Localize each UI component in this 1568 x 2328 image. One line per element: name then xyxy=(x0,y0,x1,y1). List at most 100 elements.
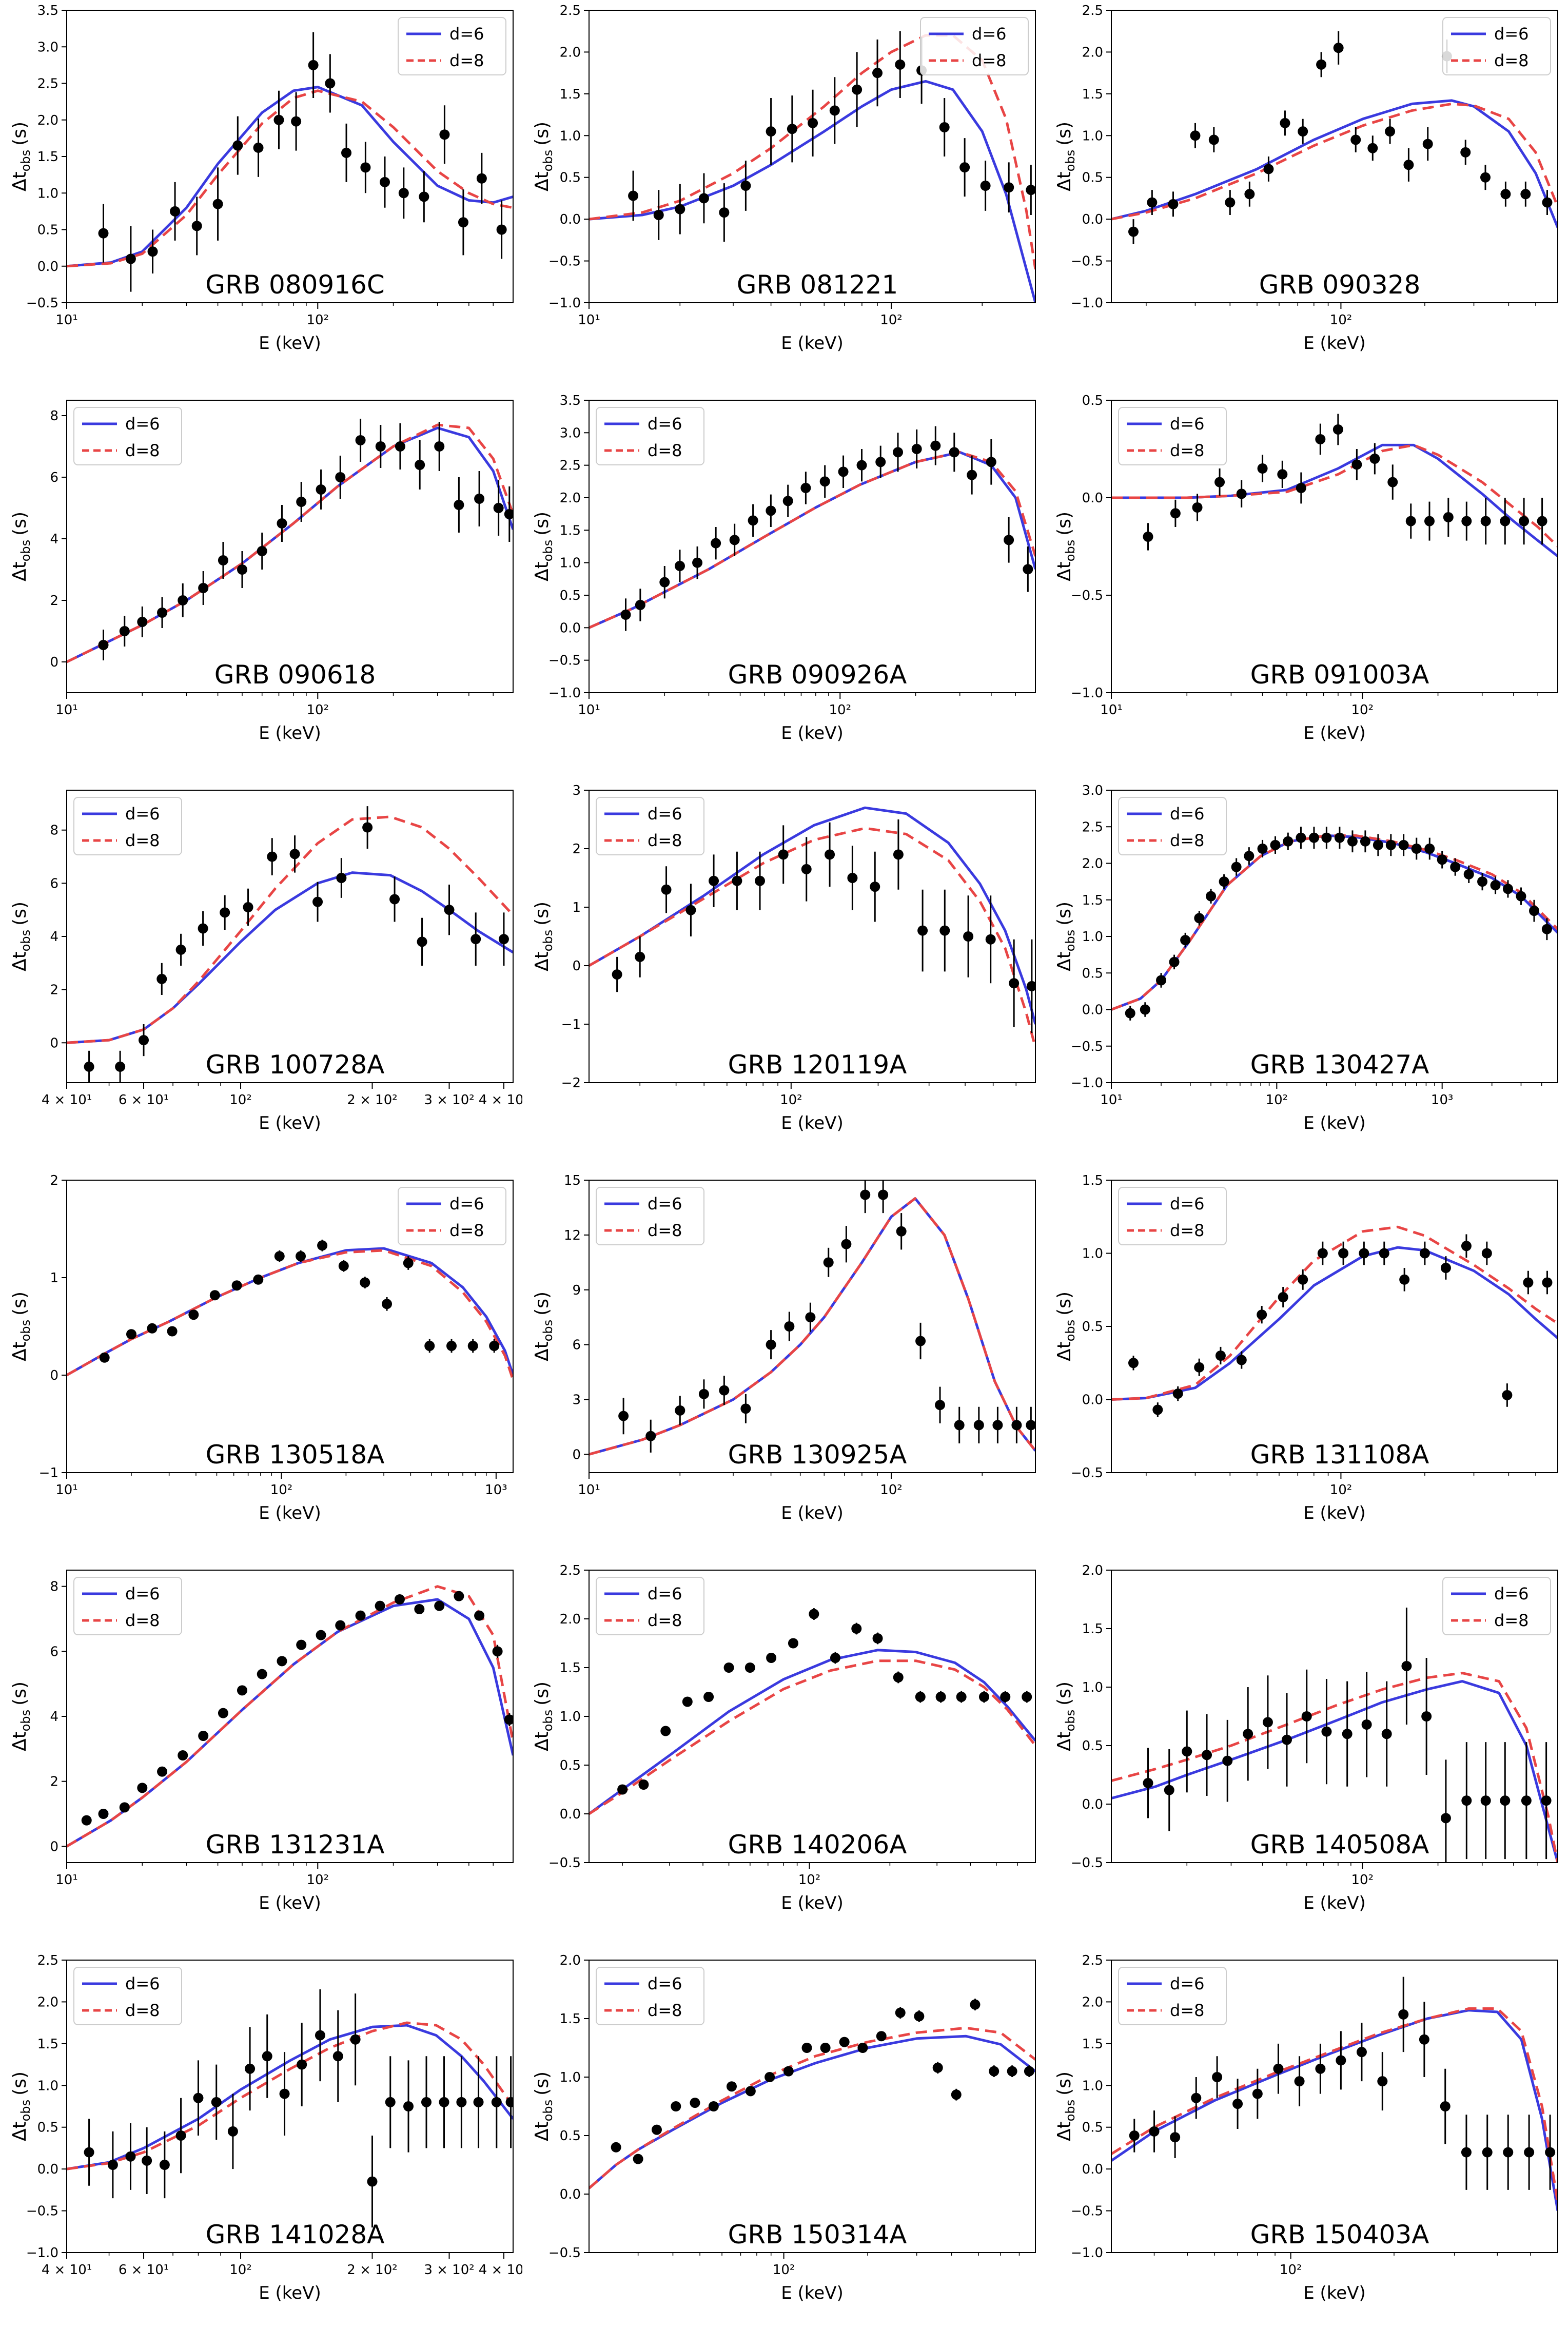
x-tick-label: 10¹ xyxy=(55,1872,78,1888)
y-axis-label: Δtobs(s) xyxy=(9,512,33,581)
legend-box xyxy=(596,407,704,465)
data-point xyxy=(454,500,464,510)
y-axis-label: Δtobs(s) xyxy=(532,2071,555,2141)
y-tick-label: 0.0 xyxy=(1082,1003,1103,1018)
data-point xyxy=(1277,469,1288,480)
data-point xyxy=(1009,978,1020,989)
data-point xyxy=(1262,1717,1273,1728)
data-point xyxy=(708,2101,719,2111)
legend-label: d=8 xyxy=(972,51,1006,70)
data-point xyxy=(360,1277,370,1288)
data-point xyxy=(473,2097,484,2107)
data-point xyxy=(1023,564,1033,575)
data-point xyxy=(1500,189,1511,200)
data-point xyxy=(308,60,319,70)
x-axis-label: E (keV) xyxy=(781,333,843,354)
model-curve-d6 xyxy=(67,1598,513,1848)
y-tick-label: −0.5 xyxy=(548,1855,581,1871)
data-point xyxy=(1225,197,1236,208)
model-curve-d6 xyxy=(589,80,1035,303)
data-point xyxy=(1379,1248,1389,1259)
data-point xyxy=(1367,143,1378,153)
data-point xyxy=(137,617,148,627)
data-point xyxy=(1257,844,1268,854)
data-point xyxy=(915,1692,926,1702)
y-tick-label: 2.0 xyxy=(1082,1563,1103,1578)
plot-frame xyxy=(589,400,1036,693)
data-point xyxy=(209,1290,220,1301)
data-point xyxy=(1182,1746,1192,1757)
x-tick-label: 10² xyxy=(307,312,329,328)
x-tick-label: 10² xyxy=(307,1872,329,1888)
data-point xyxy=(188,1309,199,1320)
data-point xyxy=(1172,1388,1183,1399)
chart-title: GRB 130518A xyxy=(206,1440,385,1470)
data-point xyxy=(1270,839,1281,850)
y-tick-label: 1.5 xyxy=(37,149,58,165)
data-point xyxy=(198,1731,209,1741)
plot-frame xyxy=(1111,1180,1558,1473)
chart-title: GRB 140206A xyxy=(728,1830,907,1860)
data-point xyxy=(1422,139,1433,149)
y-tick-label: 1 xyxy=(572,900,581,915)
x-axis-label: E (keV) xyxy=(259,1113,321,1133)
data-point xyxy=(830,1653,840,1663)
data-point xyxy=(1316,59,1327,70)
model-curve-d8 xyxy=(67,423,513,663)
y-tick-label: 0.5 xyxy=(560,588,581,603)
data-point xyxy=(415,460,425,470)
data-point xyxy=(496,224,507,235)
data-point xyxy=(212,199,223,209)
data-point xyxy=(1236,1355,1247,1365)
data-point xyxy=(1169,956,1180,967)
legend: d=6d=8 xyxy=(596,407,704,465)
legend-label: d=6 xyxy=(648,1974,682,1993)
legend-label: d=8 xyxy=(648,2001,682,2020)
data-point xyxy=(930,440,941,451)
legend-label: d=8 xyxy=(1494,51,1528,70)
data-point xyxy=(1502,1390,1513,1400)
chart-title: GRB 080916C xyxy=(205,270,384,300)
chart-title: GRB 120119A xyxy=(728,1050,907,1080)
legend-label: d=6 xyxy=(1170,414,1204,434)
data-point xyxy=(227,2126,238,2137)
data-point xyxy=(633,2154,643,2164)
data-point xyxy=(745,2086,756,2097)
data-point xyxy=(99,1352,110,1363)
y-tick-label: 2.0 xyxy=(37,1994,58,2010)
y-tick-label: 1.0 xyxy=(1082,1680,1103,1695)
data-point xyxy=(1244,851,1255,862)
y-axis-label: Δtobs(s) xyxy=(532,122,555,191)
legend-label: d=8 xyxy=(1170,1221,1204,1240)
y-tick-label: 0 xyxy=(50,1839,58,1854)
legend-label: d=8 xyxy=(449,51,484,70)
legend: d=6d=8 xyxy=(1118,1967,1227,2025)
x-tick-label: 10² xyxy=(798,1872,821,1888)
data-point xyxy=(1502,884,1513,894)
chart-panel: −0.5 0.0 0.5 1.0 1.5 10² E (keV) Δtobs(s) GRB 13… xyxy=(1054,1173,1558,1523)
legend: d=6d=8 xyxy=(398,17,506,75)
data-point xyxy=(1481,1248,1492,1259)
data-point xyxy=(783,2066,794,2077)
data-point xyxy=(1315,434,1326,444)
model-curve-d6 xyxy=(589,1649,1035,1815)
data-point xyxy=(338,1261,349,1271)
y-tick-label: 1.5 xyxy=(37,2037,58,2052)
data-point xyxy=(1361,1719,1372,1730)
y-axis-label: Δtobs(s) xyxy=(9,1681,33,1751)
data-point xyxy=(690,2098,700,2108)
data-point xyxy=(800,483,811,493)
data-point xyxy=(801,864,812,874)
legend-label: d=8 xyxy=(648,441,682,460)
data-point xyxy=(852,84,863,95)
data-point xyxy=(296,497,307,507)
data-point xyxy=(1541,924,1552,934)
data-point xyxy=(1542,1277,1553,1288)
data-point xyxy=(1296,483,1306,493)
data-point xyxy=(325,78,336,89)
data-point xyxy=(949,447,959,458)
data-point xyxy=(316,1630,326,1640)
legend: d=6d=8 xyxy=(73,1967,182,2025)
data-point xyxy=(973,1420,984,1431)
x-tick-label: 6 × 10¹ xyxy=(119,1092,169,1108)
